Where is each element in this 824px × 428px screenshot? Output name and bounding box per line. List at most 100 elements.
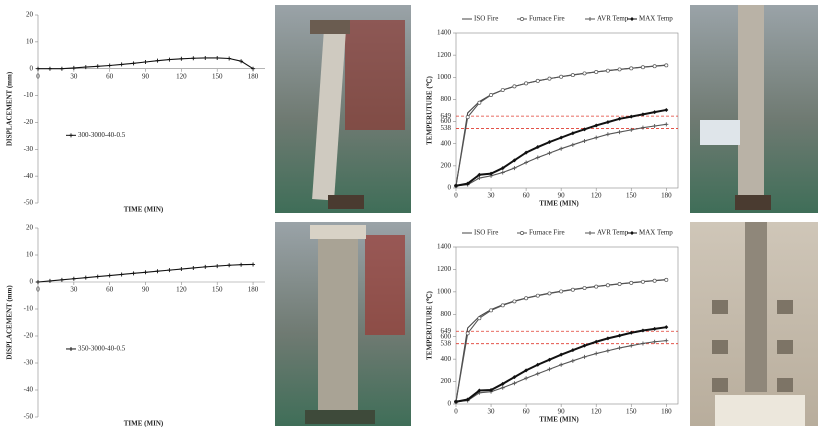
legend-marker (630, 231, 634, 235)
marker (489, 93, 492, 96)
marker (60, 67, 64, 71)
x-tick-label: 180 (248, 286, 259, 294)
legend-label: MAX Temp (639, 15, 673, 23)
marker (641, 66, 644, 69)
photo-furnace (690, 222, 818, 426)
marker (548, 77, 551, 80)
marker (653, 65, 656, 68)
x-tick-label: 0 (454, 192, 458, 200)
marker (96, 64, 100, 68)
marker (478, 101, 481, 104)
series-line (456, 65, 666, 186)
marker (48, 279, 52, 283)
series-line (456, 65, 666, 185)
figure: 20100-10-20-30-40-500306090120150180TIME… (0, 0, 824, 428)
x-tick-label: 150 (212, 286, 223, 294)
marker (630, 281, 633, 284)
y-tick-label: 800 (441, 310, 452, 318)
marker (641, 329, 645, 333)
y-tick-label: 400 (441, 355, 452, 363)
marker (583, 286, 586, 289)
x-tick-label: 60 (106, 72, 114, 80)
x-tick-label: 30 (70, 286, 78, 294)
y-axis-title: TEMPERUTURE (℃) (426, 290, 434, 359)
marker (606, 349, 610, 353)
marker (606, 132, 610, 136)
marker (454, 184, 458, 188)
marker (513, 85, 516, 88)
y-tick-label: 1000 (437, 73, 452, 81)
marker (512, 166, 516, 170)
y-tick-label: 200 (441, 377, 452, 385)
marker (629, 115, 633, 119)
marker (513, 300, 516, 303)
marker (167, 58, 171, 62)
marker (120, 272, 124, 276)
x-tick-label: 180 (661, 408, 672, 416)
marker (501, 88, 504, 91)
series-line (456, 124, 666, 185)
chart-3: 0200400600800100012001400030609012015018… (426, 229, 678, 424)
marker (524, 376, 528, 380)
marker (501, 304, 504, 307)
x-tick-label: 30 (488, 408, 496, 416)
marker (501, 171, 505, 175)
marker (501, 386, 505, 390)
marker (536, 79, 539, 82)
marker (108, 63, 112, 67)
marker (665, 64, 668, 67)
x-tick-label: 120 (591, 408, 602, 416)
marker (560, 75, 563, 78)
x-tick-label: 30 (70, 72, 78, 80)
x-tick-label: 150 (212, 72, 223, 80)
series-line (456, 280, 666, 402)
marker (72, 66, 76, 70)
marker (559, 147, 563, 151)
marker (618, 68, 621, 71)
x-axis-title: TIME (MIN) (539, 416, 579, 424)
marker (525, 297, 528, 300)
marker (653, 279, 656, 282)
marker (239, 263, 243, 267)
marker (144, 60, 148, 64)
legend-label: 350-3000-40-0.5 (78, 345, 126, 353)
y-tick-label: 0 (30, 64, 34, 72)
marker (618, 346, 622, 350)
legend-marker (520, 17, 523, 20)
y-tick-label: 1000 (437, 287, 452, 295)
marker (664, 108, 668, 112)
marker (665, 278, 668, 281)
y-tick-label: -30 (24, 359, 34, 367)
marker (84, 276, 88, 280)
y-tick-label: -40 (24, 172, 34, 180)
marker (664, 325, 668, 329)
marker (595, 70, 598, 73)
marker (571, 73, 574, 76)
marker (606, 284, 609, 287)
marker (48, 67, 52, 71)
marker (179, 267, 183, 271)
y-tick-label: -50 (24, 199, 34, 207)
legend-marker (69, 133, 73, 137)
legend-marker (520, 231, 523, 234)
marker (489, 309, 492, 312)
y-tick-label: 1400 (437, 243, 452, 251)
photo-column-3 (275, 222, 411, 426)
x-tick-label: 150 (626, 408, 637, 416)
y-tick-label: 400 (441, 139, 452, 147)
marker (536, 372, 540, 376)
marker (583, 355, 587, 359)
legend-label: 300-3000-40-0.5 (78, 131, 126, 139)
marker (179, 57, 183, 61)
x-tick-label: 120 (176, 72, 187, 80)
reference-label: 538 (441, 339, 452, 347)
photo-column-2 (690, 5, 818, 213)
marker (155, 269, 159, 273)
marker (203, 265, 207, 269)
marker (664, 122, 668, 126)
marker (512, 381, 516, 385)
marker (466, 116, 469, 119)
marker (606, 69, 609, 72)
marker (536, 156, 540, 160)
x-axis-title: TIME (MIN) (539, 200, 579, 208)
